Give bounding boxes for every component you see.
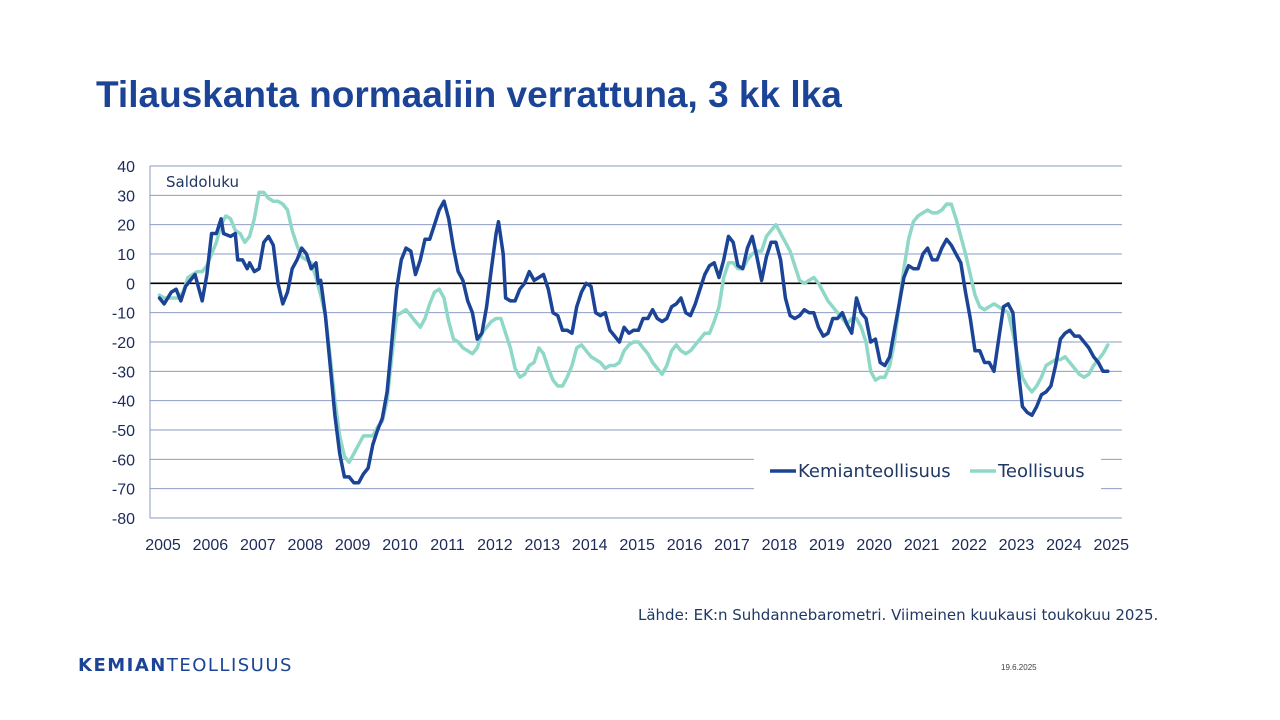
x-tick-label: 2017 [714,537,750,554]
date-label: 19.6.2025 [1001,663,1037,672]
legend-label-kemianteollisuus: Kemianteollisuus [798,461,951,482]
y-tick-label: 10 [117,247,135,264]
x-tick-label: 2009 [335,537,371,554]
company-logo: KEMIANTEOLLISUUS [78,655,293,676]
x-tick-label: 2006 [193,537,229,554]
y-axis-ticks: 40 30 20 10 0 -10 -20 -30 -40 -50 -60 -70 -80 [112,159,135,528]
y-tick-label: -30 [112,364,135,381]
x-tick-label: 2025 [1093,537,1129,554]
series-line-kemianteollisuus [157,199,1110,485]
legend-label-teollisuus: Teollisuus [997,461,1085,482]
x-tick-label: 2019 [809,537,845,554]
x-tick-label: 2016 [667,537,703,554]
y-tick-label: -50 [112,423,135,440]
series-lines [157,190,1110,485]
y-tick-label: -20 [112,335,135,352]
unit-label: Saldoluku [166,173,239,191]
x-tick-label: 2008 [287,537,323,554]
x-tick-label: 2007 [240,537,276,554]
chart-title: Tilauskanta normaaliin verrattuna, 3 kk … [96,74,842,115]
y-tick-label: -80 [112,511,135,528]
legend: Kemianteollisuus Teollisuus [770,461,1085,482]
x-tick-label: 2014 [572,537,608,554]
series-line-teollisuus [157,190,1110,465]
x-tick-label: 2015 [619,537,655,554]
x-tick-label: 2023 [999,537,1035,554]
x-tick-label: 2021 [904,537,940,554]
legend-background [754,452,1101,490]
x-tick-label: 2024 [1046,537,1082,554]
x-tick-label: 2011 [430,537,465,554]
logo-part-bold: KEMIAN [78,655,167,676]
x-axis-ticks: 2005 2006 2007 2008 2009 2010 2011 2012 2013 2014… [145,537,1129,554]
y-tick-label: 40 [117,159,135,176]
x-tick-label: 2010 [382,537,418,554]
y-tick-label: -60 [112,452,135,469]
x-tick-label: 2020 [856,537,892,554]
logo-part-light: TEOLLISUUS [166,655,293,676]
x-tick-label: 2022 [951,537,987,554]
x-tick-label: 2018 [762,537,798,554]
y-tick-label: 20 [117,218,135,235]
x-tick-label: 2005 [145,537,181,554]
y-tick-label: 0 [126,276,135,293]
y-tick-label: 30 [117,188,135,205]
y-tick-label: -10 [112,306,135,323]
x-tick-label: 2012 [477,537,513,554]
source-note: Lähde: EK:n Suhdannebarometri. Viimeinen… [638,606,1159,624]
y-tick-label: -70 [112,482,135,499]
y-tick-label: -40 [112,394,135,411]
x-tick-label: 2013 [525,537,561,554]
